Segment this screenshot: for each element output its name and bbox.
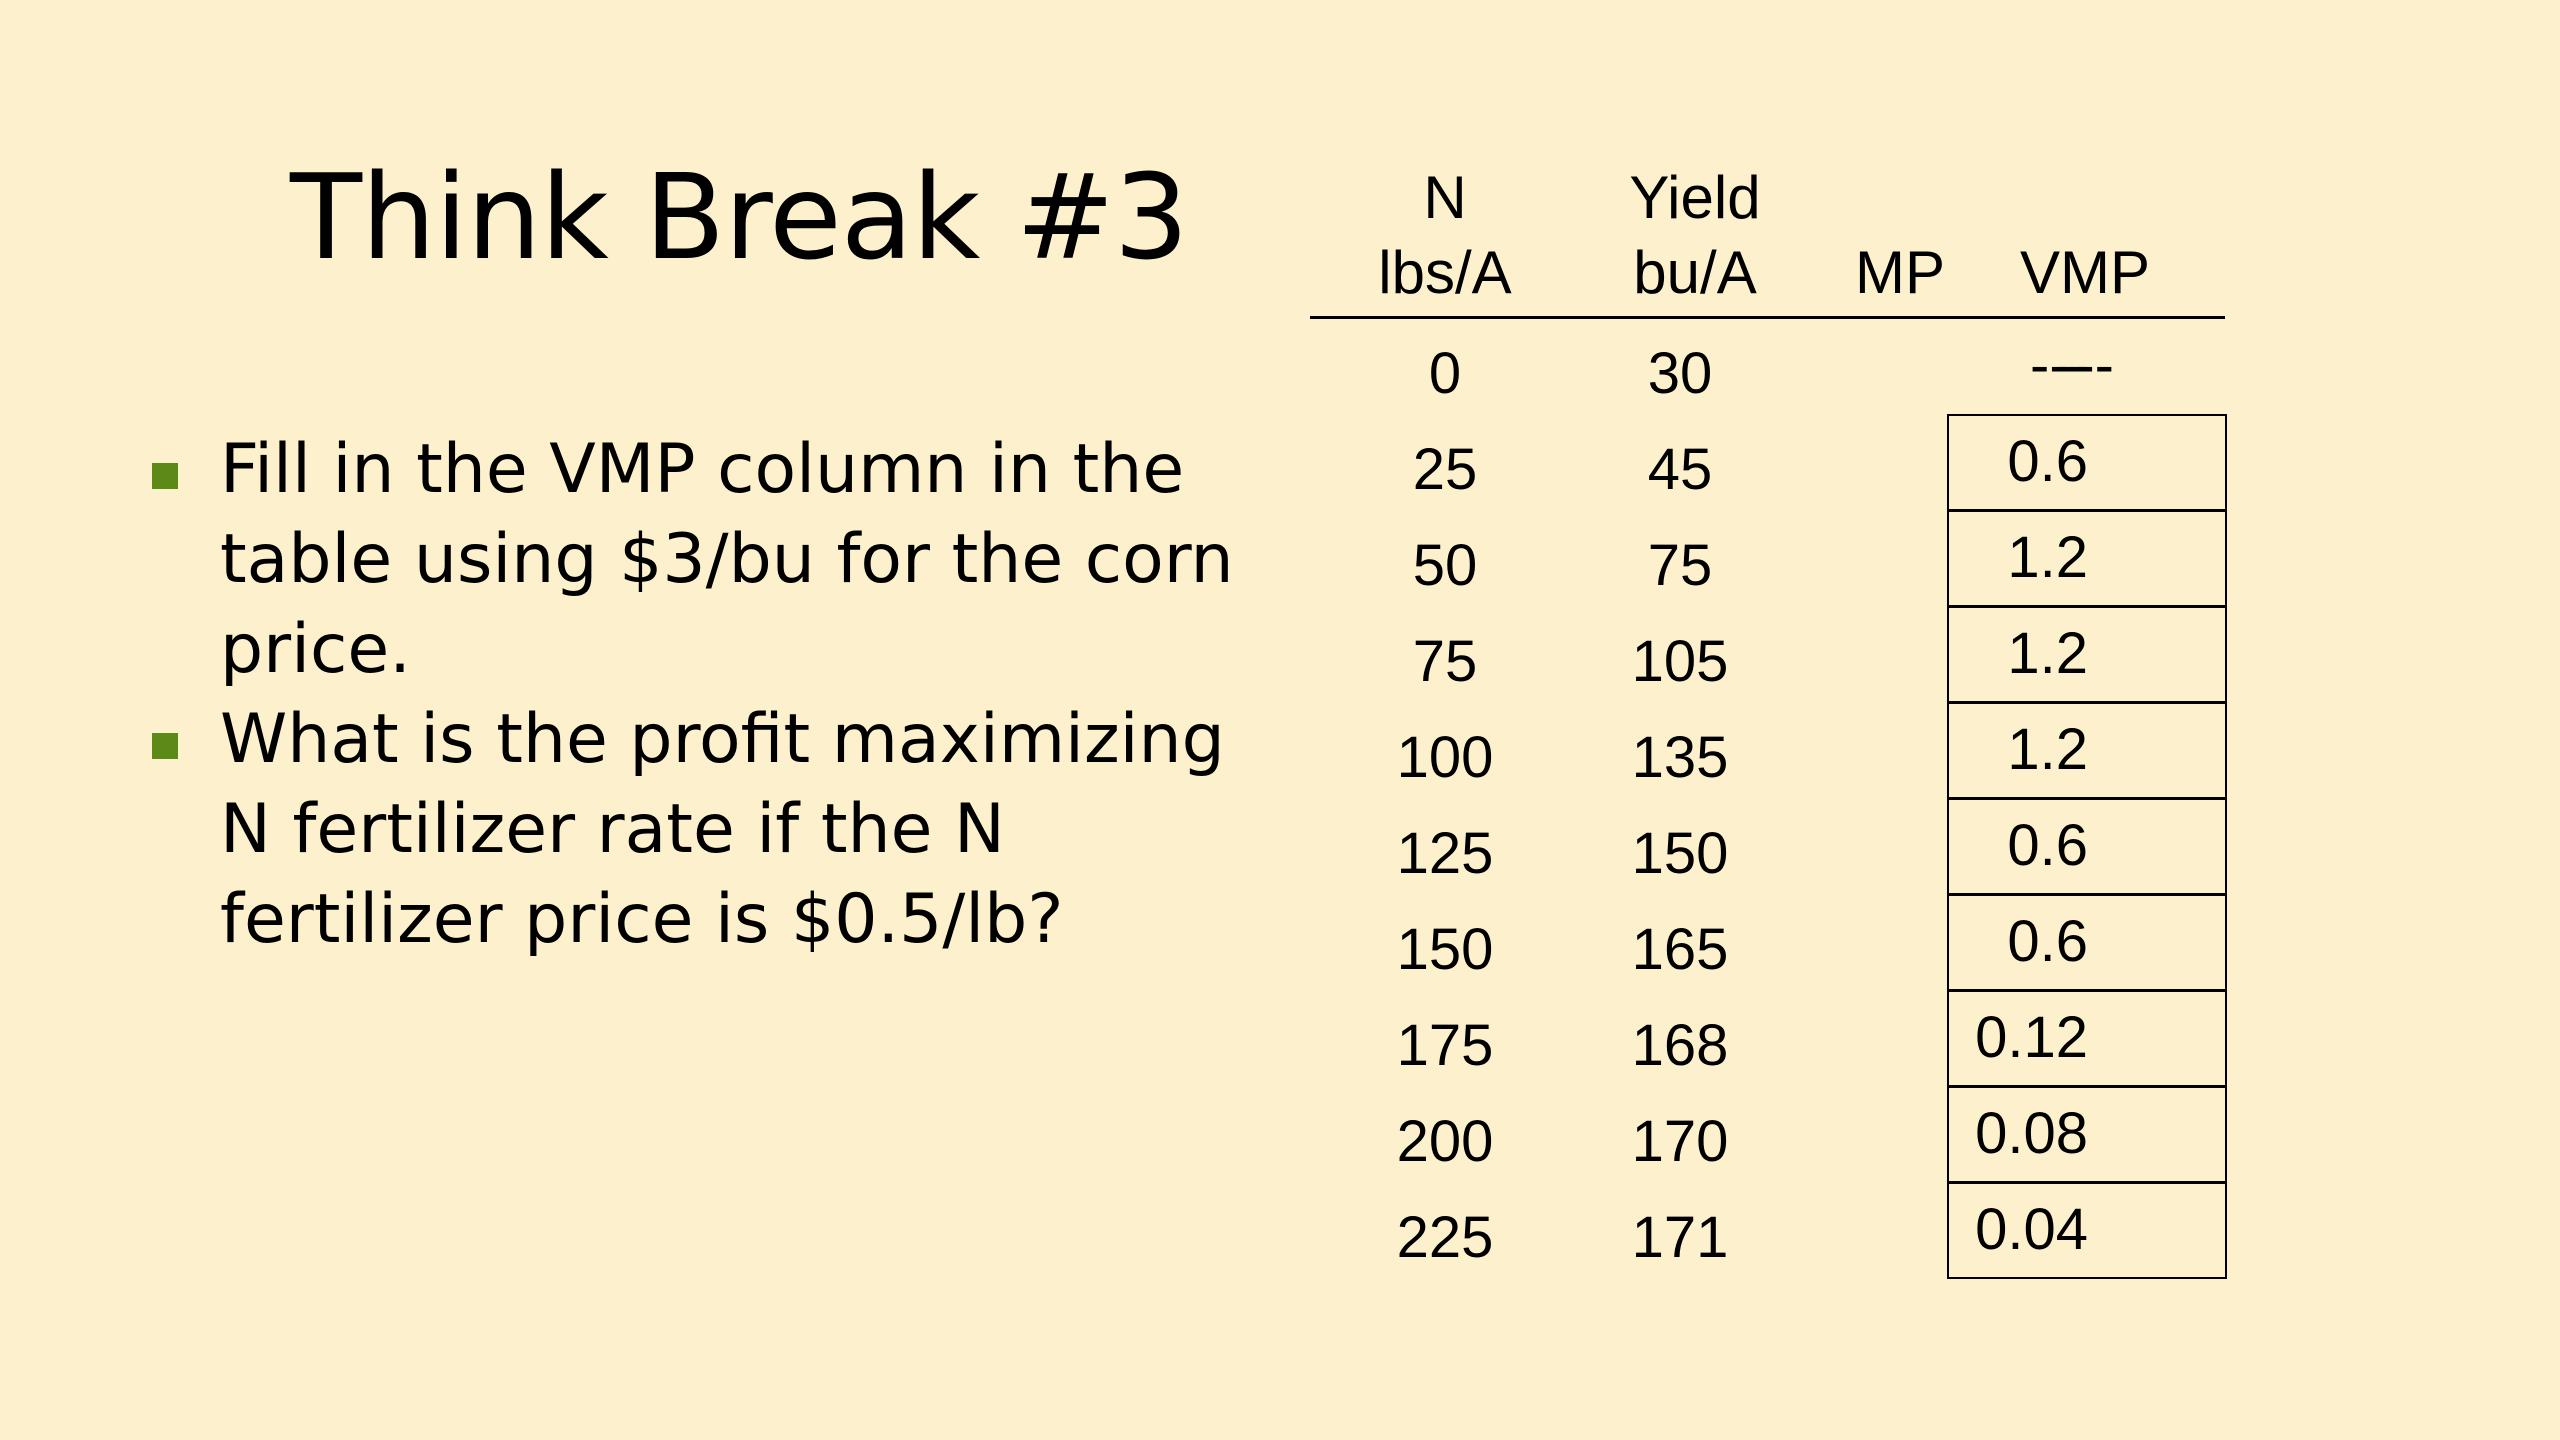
vmp-input-box[interactable] bbox=[1947, 702, 2227, 799]
cell-yield: 30 bbox=[1647, 341, 1713, 406]
vmp-input-box[interactable] bbox=[1947, 1182, 2227, 1279]
vmp-input-box[interactable] bbox=[1947, 510, 2227, 607]
header-divider bbox=[1310, 316, 2225, 319]
header-n: N lbs/A bbox=[1345, 160, 1545, 310]
cell-n: 175 bbox=[1396, 1013, 1494, 1078]
cell-yield: 165 bbox=[1631, 917, 1729, 982]
header-yield-line2: bu/A bbox=[1633, 239, 1757, 306]
cell-yield: 168 bbox=[1631, 1013, 1729, 1078]
cell-mp: 0.6 bbox=[2007, 909, 2088, 974]
bullet-list: Fill in the VMP column in the table usin… bbox=[140, 425, 1300, 965]
header-n-line1: N bbox=[1423, 164, 1467, 231]
cell-n: 0 bbox=[1428, 341, 1462, 406]
cell-n: 75 bbox=[1412, 629, 1478, 694]
cell-n: 25 bbox=[1412, 437, 1478, 502]
cell-n: 150 bbox=[1396, 917, 1494, 982]
cell-n: 100 bbox=[1396, 725, 1494, 790]
bullet-line: Fill in the VMP column in the bbox=[220, 430, 1185, 509]
vmp-input-box[interactable] bbox=[1947, 606, 2227, 703]
cell-n: 50 bbox=[1412, 533, 1478, 598]
cell-yield: 170 bbox=[1631, 1109, 1729, 1174]
cell-mp: 1.2 bbox=[2007, 525, 2088, 590]
cell-mp: --- bbox=[2030, 333, 2088, 398]
cell-yield: 171 bbox=[1631, 1205, 1729, 1270]
cell-n: 125 bbox=[1396, 821, 1494, 886]
cell-vmp: --- bbox=[2056, 333, 2114, 398]
bullet-item: Fill in the VMP column in the table usin… bbox=[140, 425, 1300, 695]
cell-mp: 0.12 bbox=[1975, 1005, 2088, 1070]
cell-mp: 0.6 bbox=[2007, 429, 2088, 494]
header-mp: MP bbox=[1855, 239, 1945, 306]
cell-mp: 0.6 bbox=[2007, 813, 2088, 878]
bullet-line: N fertilizer rate if the N bbox=[220, 790, 1005, 869]
cell-yield: 45 bbox=[1647, 437, 1713, 502]
cell-yield: 75 bbox=[1647, 533, 1713, 598]
cell-mp: 0.04 bbox=[1975, 1197, 2088, 1262]
cell-mp: 1.2 bbox=[2007, 717, 2088, 782]
vmp-input-box[interactable] bbox=[1947, 894, 2227, 991]
cell-n: 200 bbox=[1396, 1109, 1494, 1174]
cell-mp: 1.2 bbox=[2007, 621, 2088, 686]
vmp-input-box[interactable] bbox=[1947, 1086, 2227, 1183]
header-n-line2: lbs/A bbox=[1378, 239, 1512, 306]
vmp-input-box[interactable] bbox=[1947, 990, 2227, 1087]
square-bullet-icon bbox=[152, 463, 178, 489]
header-yield-line1: Yield bbox=[1629, 164, 1761, 231]
header-vmp: VMP bbox=[2019, 239, 2151, 306]
cell-yield: 150 bbox=[1631, 821, 1729, 886]
bullet-line: table using $3/bu for the corn bbox=[220, 520, 1234, 599]
bullet-line: price. bbox=[220, 610, 411, 689]
slide-title: Think Break #3 bbox=[290, 148, 1189, 286]
vmp-input-box[interactable] bbox=[1947, 414, 2227, 511]
bullet-line: fertilizer price is $0.5/lb? bbox=[220, 880, 1064, 959]
bullet-item: What is the profit maximizing N fertiliz… bbox=[140, 695, 1300, 965]
vmp-table: N lbs/A Yield bu/A MP VMP 0 30 --- --- 25 45 0… bbox=[1310, 150, 2230, 1300]
vmp-input-box[interactable] bbox=[1947, 798, 2227, 895]
square-bullet-icon bbox=[152, 733, 178, 759]
header-yield: Yield bu/A bbox=[1595, 160, 1795, 310]
cell-n: 225 bbox=[1396, 1205, 1494, 1270]
cell-yield: 135 bbox=[1631, 725, 1729, 790]
cell-mp: 0.08 bbox=[1975, 1101, 2088, 1166]
cell-yield: 105 bbox=[1631, 629, 1729, 694]
bullet-line: What is the profit maximizing bbox=[220, 700, 1225, 779]
